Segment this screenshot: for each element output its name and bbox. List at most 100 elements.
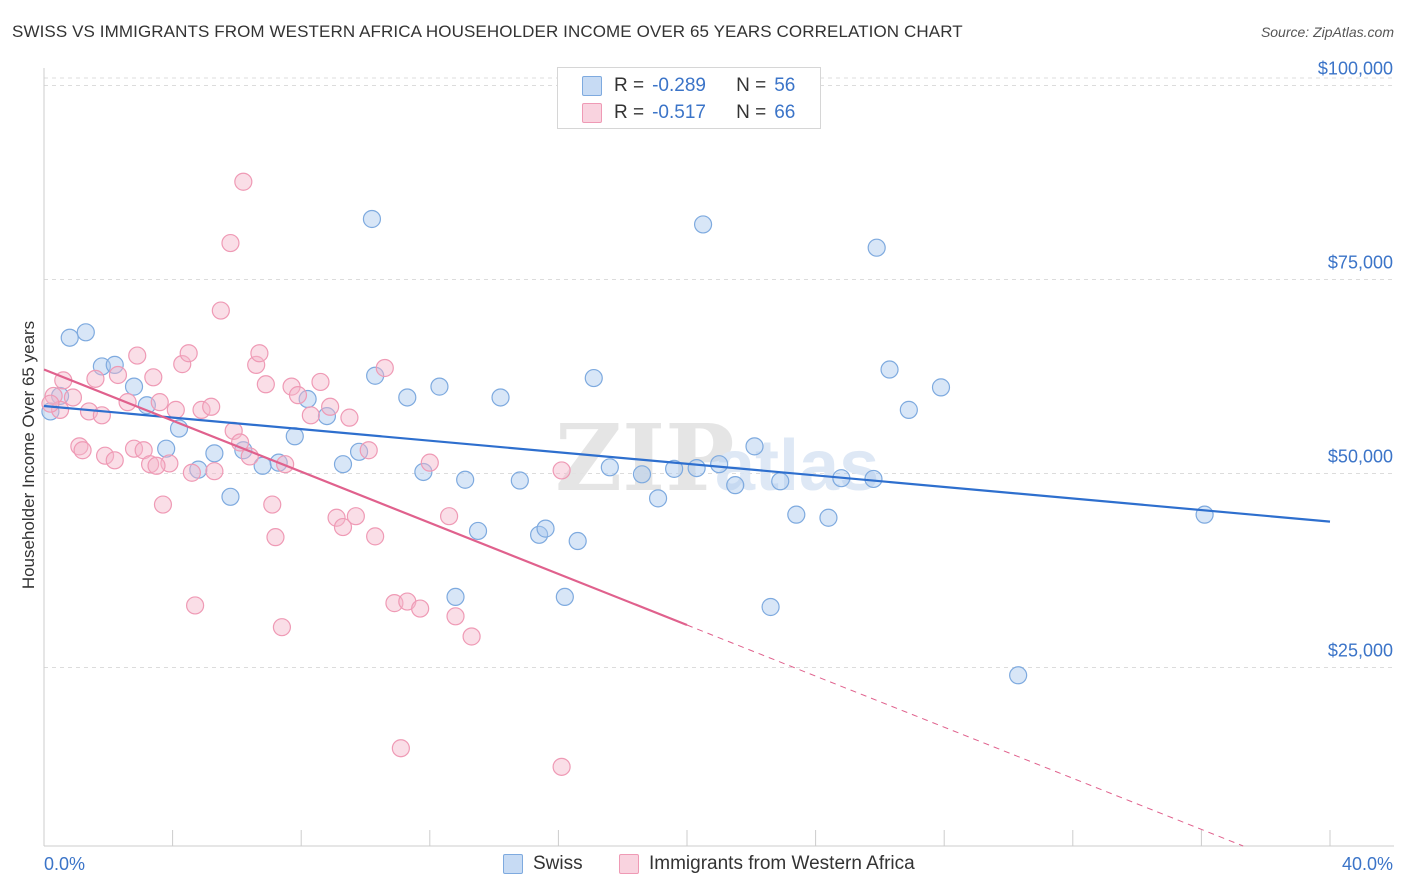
- data-point: [221, 233, 240, 253]
- data-point: [150, 393, 169, 412]
- data-point: [266, 528, 285, 547]
- data-point: [362, 209, 382, 229]
- grid-lines: [44, 77, 1394, 669]
- r-label: R =: [614, 102, 645, 123]
- data-point: [375, 358, 394, 378]
- data-point: [665, 459, 684, 478]
- data-point: [144, 368, 163, 387]
- data-point: [234, 172, 253, 191]
- trend-line-solid: [43, 368, 688, 627]
- data-point: [105, 451, 124, 470]
- data-point: [771, 472, 790, 491]
- data-point: [250, 344, 269, 363]
- data-point: [648, 489, 668, 508]
- data-point: [272, 618, 292, 637]
- y-axis-title: Householder Income Over 65 years: [19, 321, 38, 589]
- x-tick-label: 0.0%: [44, 854, 85, 874]
- y-tick-label: $25,000: [1328, 641, 1393, 661]
- data-point: [446, 587, 465, 607]
- data-point: [726, 476, 745, 495]
- data-point: [693, 215, 713, 234]
- data-point: [186, 596, 205, 615]
- data-point: [285, 427, 304, 446]
- data-point: [192, 400, 211, 419]
- data-point: [221, 487, 240, 506]
- data-point: [73, 441, 92, 460]
- data-point: [333, 455, 353, 474]
- y-tick-label: $75,000: [1328, 253, 1393, 273]
- data-point: [398, 388, 417, 407]
- legend-item-western-africa: Immigrants from Western Africa: [619, 852, 915, 876]
- legend-label-swiss: Swiss: [533, 853, 583, 874]
- r-value: -0.517: [652, 102, 706, 123]
- data-point: [128, 346, 147, 365]
- trend-line: [43, 404, 1331, 523]
- data-point: [552, 461, 571, 480]
- data-point: [288, 386, 308, 405]
- data-point: [157, 439, 176, 458]
- data-point: [1009, 666, 1028, 685]
- source-credit: Source: ZipAtlas.com: [1260, 24, 1394, 40]
- data-point: [153, 495, 173, 514]
- watermark: ZIP atlas: [555, 404, 879, 512]
- data-point: [787, 505, 806, 524]
- data-point: [745, 437, 764, 456]
- data-point: [632, 465, 652, 484]
- data-point: [86, 369, 105, 388]
- data-point: [205, 462, 224, 481]
- data-point: [173, 355, 192, 374]
- n-value: 66: [774, 102, 796, 123]
- data-point: [211, 301, 230, 320]
- data-point: [247, 355, 266, 374]
- data-point: [899, 400, 918, 419]
- data-point: [761, 597, 780, 617]
- n-label: N =: [736, 102, 767, 123]
- data-point: [1195, 505, 1214, 524]
- data-point: [555, 587, 574, 607]
- x-tick-label: 40.0%: [1342, 854, 1393, 874]
- series-western-africa-points: [41, 172, 571, 776]
- trend-line-dashed: [686, 624, 1244, 847]
- data-point: [205, 444, 224, 463]
- data-point: [414, 462, 433, 482]
- data-point: [584, 368, 603, 388]
- data-point: [600, 458, 619, 477]
- data-point: [92, 406, 111, 425]
- data-point: [41, 394, 60, 413]
- data-point: [366, 527, 385, 546]
- correlation-legend: R = -0.289 N = 56 R = -0.517 N = 66: [557, 67, 821, 129]
- data-point: [333, 517, 353, 537]
- data-point: [76, 323, 95, 342]
- y-tick-label: $100,000: [1318, 59, 1393, 79]
- n-value: 56: [774, 75, 796, 96]
- data-point: [95, 446, 115, 465]
- data-point: [391, 739, 410, 758]
- data-point: [340, 408, 359, 427]
- watermark-zip: ZIP: [555, 404, 734, 512]
- n-label: N =: [736, 75, 767, 96]
- data-point: [50, 400, 70, 419]
- legend-row-western-africa: R = -0.517 N = 66: [582, 100, 795, 126]
- legend-item-swiss: Swiss: [503, 852, 583, 876]
- data-point: [140, 455, 160, 474]
- data-point: [263, 495, 282, 514]
- data-point: [63, 388, 83, 407]
- data-point: [468, 521, 488, 541]
- data-point: [439, 507, 459, 526]
- data-point: [321, 397, 340, 416]
- axes: [43, 68, 1394, 847]
- data-point: [256, 375, 275, 394]
- legend-label-western-africa: Immigrants from Western Africa: [649, 853, 915, 874]
- data-point: [179, 344, 198, 363]
- data-point: [931, 378, 951, 397]
- swiss-legend-swatch: [503, 854, 523, 874]
- tick-labels: $100,000 $75,000 $50,000 $25,000 0.0% 40.0%: [44, 59, 1393, 874]
- data-point: [552, 757, 571, 776]
- data-point: [491, 388, 510, 407]
- legend-row-swiss: R = -0.289 N = 56: [582, 73, 795, 99]
- data-point: [867, 238, 886, 257]
- r-label: R =: [614, 75, 645, 96]
- data-point: [456, 470, 475, 489]
- data-point: [166, 400, 185, 419]
- watermark-atlas: atlas: [715, 426, 879, 506]
